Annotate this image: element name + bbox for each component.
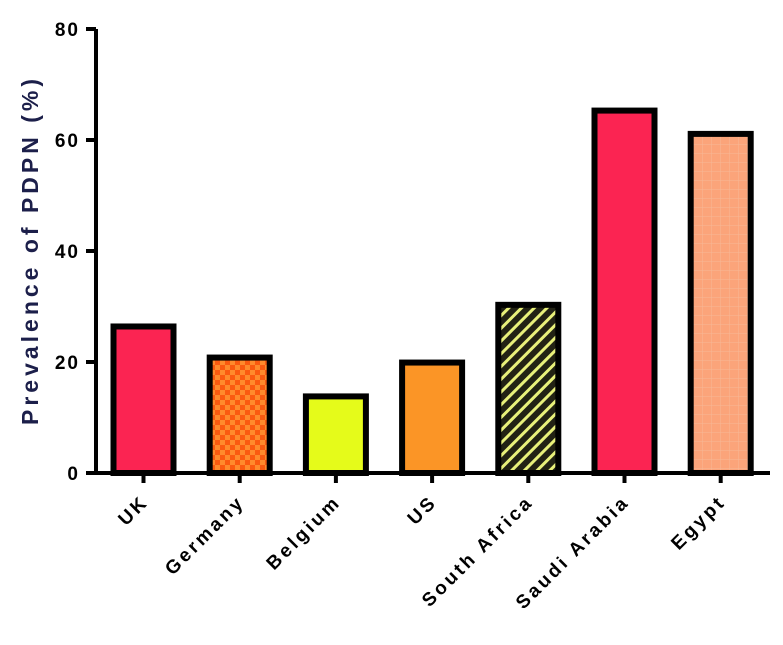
bars-layer xyxy=(110,107,754,477)
y-tick-label: 80 xyxy=(55,20,80,41)
y-tick-label: 60 xyxy=(55,131,80,152)
bar-south-africa xyxy=(495,301,562,476)
bar-us xyxy=(399,359,466,476)
x-category-label: US xyxy=(404,492,442,530)
bar-belgium xyxy=(302,393,369,476)
x-category-label: Germany xyxy=(161,492,249,580)
bar-saudi-arabia xyxy=(591,107,658,477)
x-category-label: Belgium xyxy=(263,492,346,575)
bar-uk xyxy=(110,323,177,477)
bar-germany xyxy=(206,354,273,476)
y-tick-label: 20 xyxy=(55,353,80,374)
y-tick-label: 0 xyxy=(67,464,80,485)
y-tick-label: 40 xyxy=(55,242,80,263)
y-axis-title: Prevalence of PDPN (%) xyxy=(17,75,43,425)
y-ticks: 0 20 40 60 80 xyxy=(55,20,96,485)
bar-egypt xyxy=(687,130,754,477)
x-category-label: UK xyxy=(115,492,154,531)
x-category-label: Egypt xyxy=(667,492,730,555)
